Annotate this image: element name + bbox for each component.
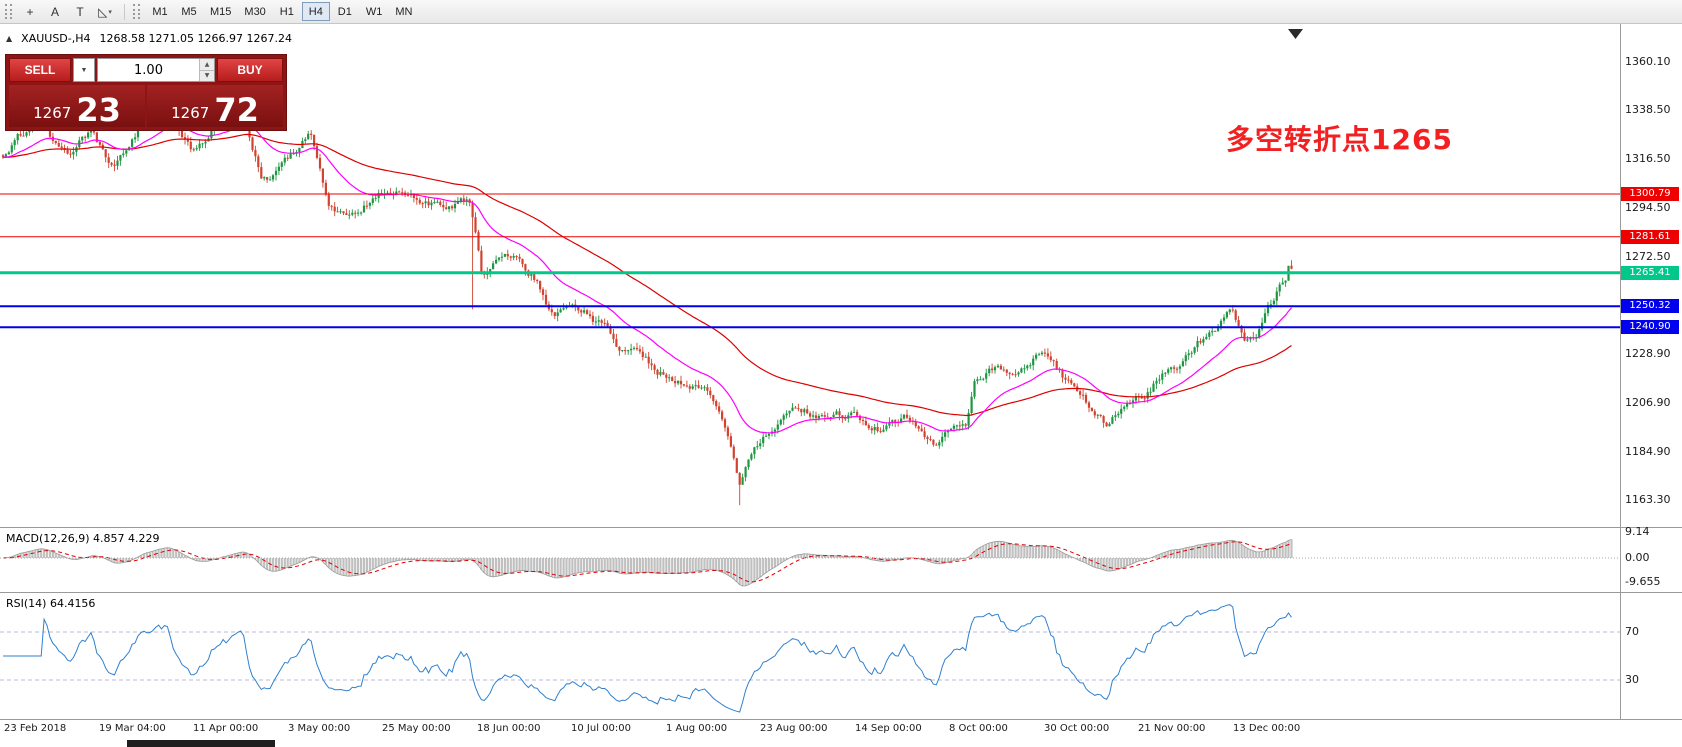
macd-axis-label: 0.00 — [1625, 551, 1650, 564]
macd-axis-label: 9.14 — [1625, 525, 1650, 538]
timeframe-button-m15[interactable]: M15 — [204, 2, 237, 21]
timeframe-button-m1[interactable]: M1 — [146, 2, 174, 21]
timeframe-button-m30[interactable]: M30 — [238, 2, 271, 21]
crosshair-icon: + — [26, 4, 34, 19]
bid-price-main: 1267 — [33, 104, 72, 122]
timeframe-button-m5[interactable]: M5 — [175, 2, 203, 21]
draw-objects-tool-button[interactable]: ◺ ▾ — [93, 2, 117, 22]
timeframe-button-w1[interactable]: W1 — [360, 2, 389, 21]
price-axis-label: 1338.50 — [1625, 103, 1671, 116]
taskbar-fragment — [127, 740, 275, 747]
price-axis-label: 1184.90 — [1625, 445, 1671, 458]
ma-fast-line — [2, 123, 1292, 434]
volume-up-button[interactable]: ▲ — [200, 59, 214, 71]
date-axis-label: 1 Aug 00:00 — [666, 723, 728, 734]
candle-bodies-down — [1, 106, 1293, 485]
buy-button[interactable]: BUY — [217, 58, 283, 82]
volume-input[interactable] — [98, 59, 199, 81]
price-tag-1300.79[interactable]: 1300.79 — [1621, 187, 1679, 201]
ask-price-pips: 72 — [214, 90, 259, 129]
date-axis-label: 10 Jul 00:00 — [571, 723, 631, 734]
date-axis-label: 14 Sep 00:00 — [855, 723, 922, 734]
timeframe-toolbar: M1 M5 M15 M30 H1 H4 D1 W1 MN — [146, 2, 418, 21]
chart-symbol-period: XAUUSD-,H4 — [21, 32, 91, 45]
macd-signal-line — [2, 541, 1292, 583]
text-label-tool-button[interactable]: A — [43, 2, 67, 22]
volume-down-button[interactable]: ▼ — [200, 70, 214, 81]
price-axis-label: 1316.50 — [1625, 152, 1671, 165]
rsi-label: RSI(14) 64.4156 — [6, 597, 96, 610]
dropdown-caret-icon: ▾ — [108, 8, 112, 16]
chart-title: ▲ XAUUSD-,H4 1268.58 1271.05 1266.97 126… — [6, 32, 292, 45]
draw-objects-icon: ◺ — [98, 4, 108, 19]
price-axis-label: 1272.50 — [1625, 250, 1671, 263]
rsi-line — [3, 604, 1292, 713]
date-axis-label: 13 Dec 00:00 — [1233, 723, 1301, 734]
price-tag-1265.41[interactable]: 1265.41 — [1621, 266, 1679, 280]
price-tag-1240.90[interactable]: 1240.90 — [1621, 320, 1679, 334]
drawing-tools-group: + A T ◺ ▾ — [18, 2, 117, 22]
price-axis-label: 1294.50 — [1625, 201, 1671, 214]
timeframe-button-d1[interactable]: D1 — [331, 2, 359, 21]
price-axis-label: 1228.90 — [1625, 347, 1671, 360]
date-axis-label: 8 Oct 00:00 — [949, 723, 1008, 734]
price-axis-label: 1163.30 — [1625, 493, 1671, 506]
timeframe-toolbar-grip[interactable] — [133, 4, 140, 19]
price-tag-1250.32[interactable]: 1250.32 — [1621, 299, 1679, 313]
macd-axis-label: -9.655 — [1625, 575, 1661, 588]
volume-field: ▲ ▼ — [97, 58, 215, 82]
candle-wicks-up — [5, 101, 1289, 485]
price-axis-label: 1360.10 — [1625, 55, 1671, 68]
sell-button[interactable]: SELL — [9, 58, 71, 82]
bid-price-display[interactable]: 1267 23 — [9, 85, 145, 127]
toolbar-separator — [124, 3, 125, 20]
date-axis-label: 23 Feb 2018 — [4, 723, 67, 734]
rsi-level-label: 70 — [1625, 625, 1639, 638]
macd-histogram — [4, 539, 1293, 586]
volume-dropdown-button[interactable]: ▼ — [73, 58, 95, 82]
timeframe-button-h1[interactable]: H1 — [273, 2, 301, 21]
chart-annotation-text[interactable]: 多空转折点1265 — [1226, 123, 1453, 156]
date-axis-label: 19 Mar 04:00 — [99, 723, 166, 734]
candle-wicks-down — [2, 103, 1292, 506]
timeframe-button-mn[interactable]: MN — [389, 2, 418, 21]
date-axis-label: 21 Nov 00:00 — [1138, 723, 1206, 734]
bid-price-pips: 23 — [76, 90, 121, 129]
candlestick-chart-canvas[interactable] — [0, 24, 1682, 747]
timeframe-button-h4[interactable]: H4 — [301, 2, 330, 21]
volume-spinner: ▲ ▼ — [199, 59, 214, 81]
ask-price-display[interactable]: 1267 72 — [147, 85, 283, 127]
trade-controls-row: SELL ▼ ▲ ▼ BUY — [9, 58, 283, 82]
price-tag-1281.61[interactable]: 1281.61 — [1621, 230, 1679, 244]
chart-title-icon: ▲ — [6, 34, 13, 43]
date-axis-label: 11 Apr 00:00 — [193, 723, 259, 734]
candle-bodies-up — [4, 106, 1290, 485]
one-click-trading-panel: SELL ▼ ▲ ▼ BUY 1267 23 1267 72 — [5, 54, 287, 131]
date-axis-label: 23 Aug 00:00 — [760, 723, 828, 734]
price-axis-label: 1206.90 — [1625, 396, 1671, 409]
macd-outline — [2, 539, 1292, 587]
bid-ask-row: 1267 23 1267 72 — [9, 85, 283, 127]
crosshair-tool-button[interactable]: + — [18, 2, 42, 22]
chart-ohlc-values: 1268.58 1271.05 1266.97 1267.24 — [99, 32, 292, 45]
text-frame-icon: T — [76, 4, 84, 19]
toolbar-grip[interactable] — [5, 4, 12, 19]
date-axis-label: 25 May 00:00 — [382, 723, 451, 734]
toolbar: + A T ◺ ▾ M1 M5 M15 M30 H1 H4 D1 W1 MN — [0, 0, 1682, 24]
date-axis-label: 30 Oct 00:00 — [1044, 723, 1110, 734]
text-label-icon: A — [50, 4, 59, 19]
text-frame-tool-button[interactable]: T — [68, 2, 92, 22]
chart-window: ▲ XAUUSD-,H4 1268.58 1271.05 1266.97 126… — [0, 24, 1682, 747]
date-axis-label: 3 May 00:00 — [288, 723, 351, 734]
chart-shift-marker-icon[interactable] — [1288, 29, 1303, 39]
ma-slow-line — [2, 133, 1292, 417]
rsi-level-label: 30 — [1625, 673, 1639, 686]
macd-label: MACD(12,26,9) 4.857 4.229 — [6, 532, 160, 545]
ask-price-main: 1267 — [171, 104, 210, 122]
date-axis-label: 18 Jun 00:00 — [477, 723, 541, 734]
